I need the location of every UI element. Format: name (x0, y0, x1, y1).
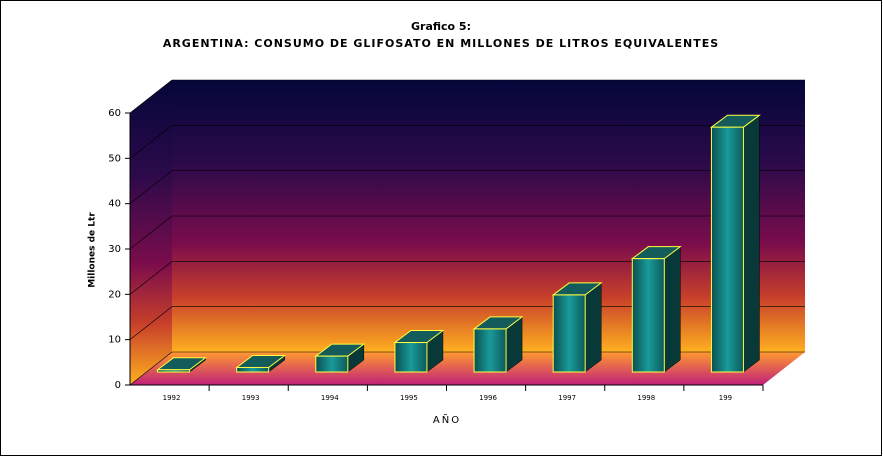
x-tick-label: 1996 (479, 394, 497, 402)
x-tick-label: 1995 (400, 394, 418, 402)
bar (157, 369, 191, 373)
grid-line (129, 125, 173, 159)
grid-line (129, 79, 173, 114)
grid-line (129, 170, 173, 204)
bar (236, 366, 270, 373)
bar (552, 294, 586, 373)
bar-side (664, 246, 681, 373)
grid-line (129, 306, 173, 340)
floor (130, 352, 805, 385)
x-tick-label: 199 (719, 394, 732, 402)
y-tick-label: 60 (108, 108, 121, 119)
grid-line (129, 215, 173, 250)
x-tick-label: 1997 (558, 394, 576, 402)
y-tick-label: 20 (108, 289, 121, 300)
bar-side (743, 114, 760, 373)
y-axis-label: Millones de Ltr (88, 212, 98, 288)
x-tick-label: 1992 (163, 394, 181, 402)
y-tick-label: 50 (108, 153, 121, 164)
chart-title: Grafico 5: (411, 20, 471, 33)
bar (315, 355, 349, 373)
x-tick-label: 1998 (637, 394, 655, 402)
bar (473, 328, 507, 373)
bar-side (584, 282, 602, 373)
grid-line (129, 351, 173, 386)
y-tick-label: 10 (108, 335, 121, 346)
grid-line (129, 261, 173, 295)
chart-subtitle: ARGENTINA: CONSUMO DE GLIFOSATO EN MILLO… (163, 37, 719, 50)
bar (710, 126, 744, 373)
y-tick-label: 40 (108, 199, 121, 210)
bar (631, 258, 665, 373)
x-tick-label: 1994 (321, 394, 339, 402)
y-tick-label: 0 (115, 380, 121, 391)
x-axis-label: AÑO (433, 413, 461, 426)
y-tick-label: 30 (108, 244, 121, 255)
x-tick-label: 1993 (242, 394, 260, 402)
bar (394, 342, 428, 373)
